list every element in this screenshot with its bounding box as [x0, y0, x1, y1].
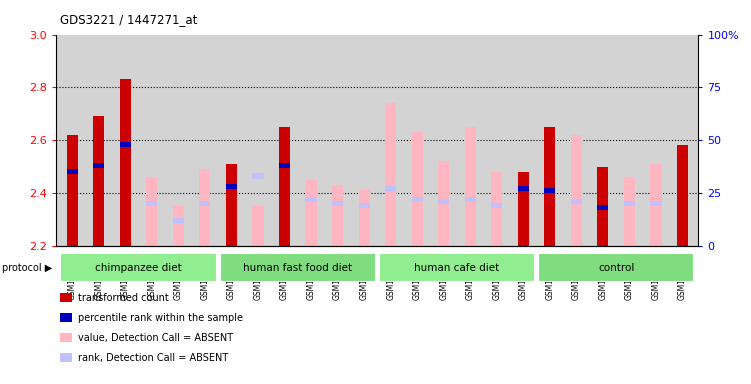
Bar: [544, 188, 556, 194]
Bar: [517, 172, 529, 246]
Bar: [173, 218, 184, 223]
Bar: [412, 132, 423, 246]
Bar: [385, 103, 397, 246]
Bar: [119, 79, 131, 246]
Text: human fast food diet: human fast food diet: [243, 263, 352, 273]
Bar: [379, 253, 535, 282]
Bar: [465, 127, 476, 246]
Bar: [650, 201, 662, 206]
Bar: [119, 142, 131, 147]
Bar: [385, 186, 397, 191]
Text: chimpanzee diet: chimpanzee diet: [95, 263, 182, 273]
Bar: [358, 203, 369, 208]
Bar: [252, 174, 264, 179]
Bar: [226, 164, 237, 246]
Bar: [67, 135, 78, 246]
Bar: [226, 184, 237, 189]
Bar: [538, 253, 695, 282]
Bar: [624, 177, 635, 246]
Text: control: control: [598, 263, 635, 273]
Bar: [199, 169, 210, 246]
Bar: [597, 167, 608, 246]
Bar: [517, 186, 529, 191]
Text: rank, Detection Call = ABSENT: rank, Detection Call = ABSENT: [78, 353, 228, 362]
Bar: [279, 127, 290, 246]
Bar: [279, 163, 290, 168]
Bar: [173, 206, 184, 246]
Text: percentile rank within the sample: percentile rank within the sample: [78, 313, 243, 323]
Bar: [219, 253, 376, 282]
Bar: [199, 201, 210, 206]
Bar: [93, 163, 104, 168]
Text: human cafe diet: human cafe diet: [415, 263, 499, 273]
Bar: [624, 201, 635, 206]
Bar: [306, 197, 317, 202]
Bar: [358, 190, 369, 246]
Bar: [597, 205, 608, 210]
Bar: [306, 180, 317, 246]
Bar: [571, 199, 582, 204]
Bar: [438, 161, 449, 246]
Bar: [93, 116, 104, 246]
Bar: [571, 135, 582, 246]
Text: value, Detection Call = ABSENT: value, Detection Call = ABSENT: [78, 333, 234, 343]
Bar: [412, 197, 423, 202]
Bar: [252, 206, 264, 246]
Bar: [677, 146, 688, 246]
Text: GDS3221 / 1447271_at: GDS3221 / 1447271_at: [60, 13, 198, 26]
Bar: [465, 197, 476, 202]
Bar: [438, 199, 449, 204]
Text: protocol ▶: protocol ▶: [2, 263, 52, 273]
Bar: [491, 172, 502, 246]
Bar: [491, 203, 502, 208]
Bar: [146, 177, 158, 246]
Bar: [332, 201, 343, 206]
Bar: [650, 164, 662, 246]
Bar: [146, 201, 158, 206]
Bar: [60, 253, 217, 282]
Bar: [67, 169, 78, 174]
Bar: [332, 185, 343, 246]
Bar: [544, 127, 556, 246]
Text: transformed count: transformed count: [78, 293, 169, 303]
